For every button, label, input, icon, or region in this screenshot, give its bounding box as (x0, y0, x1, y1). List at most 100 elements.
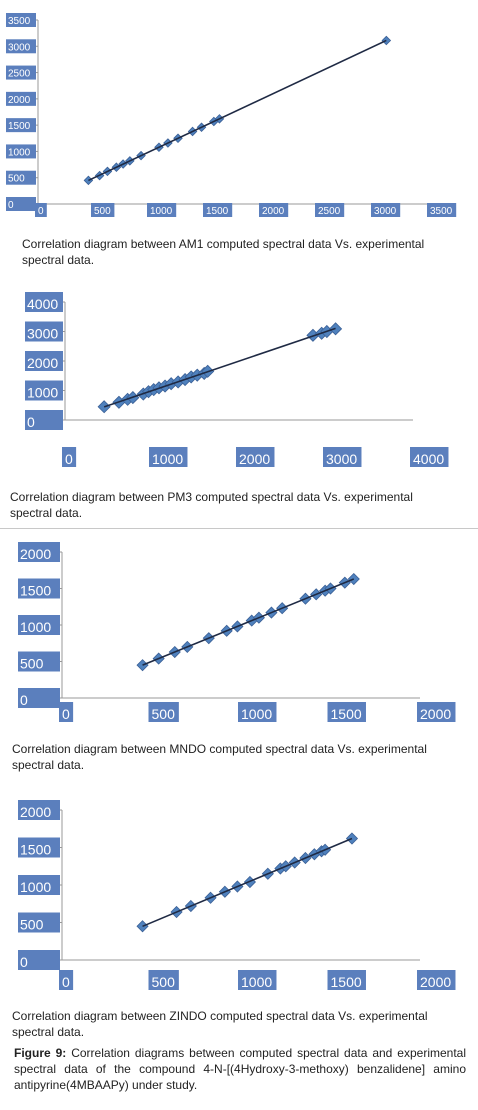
svg-text:2000: 2000 (239, 451, 270, 467)
y-tick-label: 500 (18, 651, 62, 672)
svg-text:0: 0 (20, 692, 28, 708)
svg-text:3000: 3000 (27, 326, 58, 342)
figure-caption: Figure 9: Correlation diagrams between c… (14, 1045, 466, 1093)
svg-text:0: 0 (20, 954, 28, 970)
x-tick-label: 0 (59, 970, 74, 990)
data-points-mndo (136, 572, 360, 672)
svg-text:3000: 3000 (326, 451, 357, 467)
trendline (88, 39, 387, 182)
svg-text:2500: 2500 (8, 69, 31, 80)
x-tick-label: 3000 (371, 203, 401, 217)
svg-text:0: 0 (8, 200, 14, 211)
x-tick-label: 2000 (236, 447, 275, 467)
y-tick-label: 500 (18, 912, 62, 933)
y-tick-label: 2500 (6, 65, 38, 80)
scatter-plot-pm3: 0 1000 2000 3000 4000 0 1000 2000 3000 4000 (25, 292, 449, 467)
y-tick-label: 1500 (18, 837, 62, 858)
data-point (136, 659, 149, 672)
svg-text:1000: 1000 (150, 206, 173, 217)
x-tick-label: 1000 (238, 702, 277, 722)
scatter-plot-mndo: 0 500 1000 1500 2000 0 500 1000 1500 2000 (18, 542, 456, 722)
svg-text:3500: 3500 (8, 16, 31, 27)
svg-text:0: 0 (62, 706, 70, 722)
y-tick-label: 1500 (18, 578, 62, 599)
axes-am1: 0 500 1000 1500 2000 2500 3000 3500 0 500 1000 1500… (6, 13, 457, 217)
svg-text:500: 500 (152, 974, 176, 990)
x-tick-label: 0 (62, 447, 77, 467)
x-tick-label: 3000 (323, 447, 362, 467)
svg-text:2000: 2000 (262, 206, 285, 217)
y-tick-label: 3500 (6, 13, 38, 27)
svg-text:2000: 2000 (420, 706, 451, 722)
scatter-plot-am1: 0 500 1000 1500 2000 2500 3000 3500 0 500 1000 1500… (6, 13, 457, 217)
svg-text:1000: 1000 (241, 974, 272, 990)
svg-text:2000: 2000 (20, 804, 51, 820)
svg-text:1500: 1500 (8, 121, 31, 132)
x-tick-label: 500 (148, 970, 179, 990)
y-tick-label: 3000 (25, 321, 65, 342)
trendline (142, 578, 355, 666)
trendline (142, 837, 353, 928)
y-tick-label: 0 (25, 410, 65, 430)
y-tick-label: 1000 (6, 144, 38, 159)
x-tick-label: 1500 (327, 702, 366, 722)
svg-text:0: 0 (65, 451, 73, 467)
y-tick-label: 0 (18, 688, 62, 708)
svg-text:2000: 2000 (20, 546, 51, 562)
x-tick-label: 3500 (427, 203, 457, 217)
x-tick-label: 0 (59, 702, 74, 722)
axes-pm3: 0 1000 2000 3000 4000 0 1000 2000 3000 4000 (25, 292, 449, 467)
svg-text:1000: 1000 (20, 619, 51, 635)
chart-caption-am1: Correlation diagram between AM1 computed… (22, 237, 425, 267)
x-tick-label: 2000 (259, 203, 289, 217)
x-tick-label: 1000 (147, 203, 177, 217)
svg-text:1000: 1000 (152, 451, 183, 467)
x-tick-label: 2000 (417, 970, 456, 990)
svg-text:1500: 1500 (20, 842, 51, 858)
svg-text:3000: 3000 (374, 206, 397, 217)
svg-text:1000: 1000 (241, 706, 272, 722)
y-tick-label: 1000 (18, 615, 62, 635)
svg-text:0: 0 (62, 974, 70, 990)
svg-text:2000: 2000 (27, 355, 58, 371)
x-tick-label: 500 (148, 702, 179, 722)
svg-text:1500: 1500 (331, 974, 362, 990)
svg-text:2500: 2500 (318, 206, 341, 217)
y-tick-label: 4000 (25, 292, 65, 312)
svg-text:500: 500 (152, 706, 176, 722)
y-tick-label: 2000 (18, 542, 62, 562)
svg-text:4000: 4000 (413, 451, 444, 467)
chart-caption-mndo: Correlation diagram between MNDO compute… (12, 742, 427, 772)
x-tick-label: 1000 (149, 447, 188, 467)
svg-text:1500: 1500 (206, 206, 229, 217)
y-tick-label: 500 (6, 170, 38, 185)
y-tick-label: 2000 (25, 351, 65, 371)
y-tick-label: 0 (18, 950, 62, 970)
chart-caption-pm3: Correlation diagram between PM3 computed… (10, 490, 413, 520)
svg-text:3000: 3000 (8, 42, 31, 53)
axes-mndo: 0 500 1000 1500 2000 0 500 1000 1500 2000 (18, 542, 456, 722)
y-tick-label: 2000 (18, 800, 62, 820)
svg-text:1500: 1500 (331, 706, 362, 722)
chart-caption-zindo: Correlation diagram between ZINDO comput… (12, 1009, 428, 1039)
x-tick-label: 500 (91, 203, 115, 217)
x-tick-label: 0 (35, 203, 47, 217)
svg-text:1500: 1500 (20, 583, 51, 599)
y-tick-label: 0 (6, 197, 38, 211)
svg-text:2000: 2000 (420, 974, 451, 990)
chart-panel-zindo: 0 500 1000 1500 2000 0 500 1000 1500 2000 Correla… (0, 790, 478, 1045)
x-tick-label: 1500 (327, 970, 366, 990)
svg-text:500: 500 (8, 174, 25, 185)
chart-panel-pm3: 0 1000 2000 3000 4000 0 1000 2000 3000 4000 Corre… (0, 280, 478, 530)
section-divider (0, 528, 478, 529)
scatter-plot-zindo: 0 500 1000 1500 2000 0 500 1000 1500 2000 (18, 800, 456, 990)
x-tick-label: 2000 (417, 702, 456, 722)
y-tick-label: 2000 (6, 91, 38, 106)
x-tick-label: 4000 (410, 447, 449, 467)
svg-text:500: 500 (94, 206, 111, 217)
trendline (103, 327, 336, 408)
svg-text:1000: 1000 (8, 147, 31, 158)
svg-text:4000: 4000 (27, 296, 58, 312)
y-tick-label: 1000 (18, 875, 62, 895)
svg-text:1000: 1000 (20, 879, 51, 895)
